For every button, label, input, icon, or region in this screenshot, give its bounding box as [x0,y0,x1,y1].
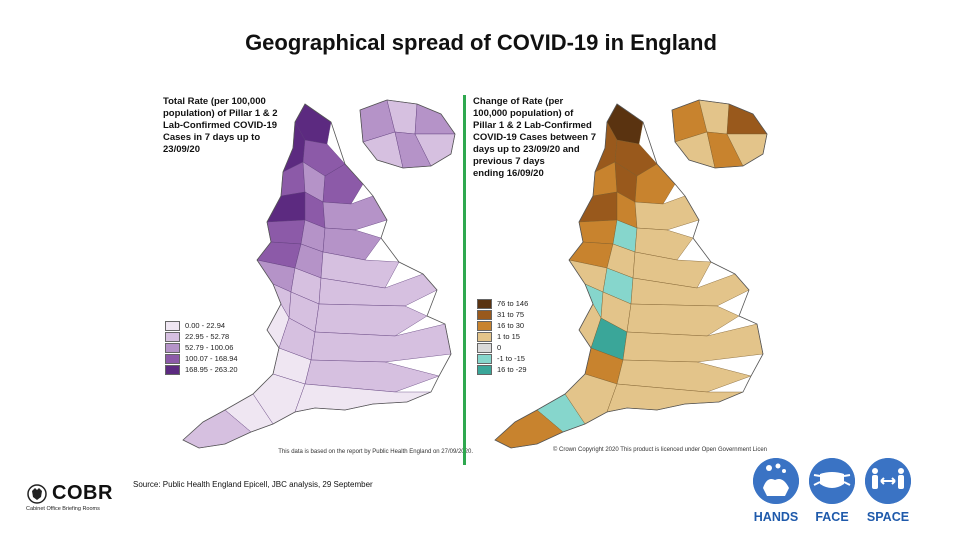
legend-label: 0 [497,343,502,352]
legend-swatch [165,353,180,364]
london-inset [359,99,456,169]
hfs-label: FACE [815,510,849,524]
cobr-name: COBR [52,482,113,504]
map-region [634,227,694,261]
map-region [314,303,428,337]
legend-item: 100.07 - 168.94 [165,353,238,364]
map-region [578,191,618,223]
page-title: Geographical spread of COVID-19 in Engla… [245,30,717,55]
legend-label: 52.79 - 100.06 [185,343,234,352]
source-note: Source: Public Health England Epicell, J… [133,480,373,489]
legend-item: 0.00 - 22.94 [165,320,238,331]
hfs-label: SPACE [866,510,910,524]
footnote: This data is based on the report by Publ… [278,449,473,455]
legend-swatch [477,342,492,353]
london-inset [671,99,768,169]
map-region [632,251,712,289]
map-region [414,103,456,135]
legend-label: 76 to 146 [497,299,529,308]
hands-icon [753,458,799,504]
legend-item: 76 to 146 [477,298,528,309]
legend-item: 0 [477,342,528,353]
legend-label: 16 to -29 [497,365,527,374]
legend-title: Change of Rate (per 100,000 population) … [473,96,597,179]
legend-swatch [477,320,492,331]
hfs-face: FACE [808,458,856,524]
hands-face-space: HANDS FACE SPACE [752,458,912,524]
map-region [322,163,364,205]
legend-label: 0.00 - 22.94 [185,321,226,330]
england-map-total-rate [182,99,456,449]
hfs-hands: HANDS [752,458,800,524]
legend-label: -1 to -15 [497,354,525,363]
legend-item: -1 to -15 [477,353,528,364]
face-mask-icon [809,458,855,504]
map-region [626,303,740,337]
legend: 76 to 146 31 to 75 16 to 30 1 to 15 0 -1 to -… [477,298,528,375]
map-region [322,227,382,261]
england-outline [182,103,452,449]
space-icon [865,458,911,504]
legend-title: Total Rate (per 100,000 population) of P… [163,96,278,155]
legend: 0.00 - 22.94 22.95 - 52.78 52.79 - 100.06 1… [165,320,238,375]
footnote: © Crown Copyright 2020 This product is l… [552,447,767,453]
royal-crest-icon [27,483,47,504]
legend-item: 16 to 30 [477,320,528,331]
legend-swatch [477,298,492,309]
map-region [266,219,306,245]
map-region [616,359,752,393]
legend-swatch [165,364,180,375]
change-of-rate-map-panel: Change of Rate (per 100,000 population) … [467,92,797,472]
legend-swatch [477,364,492,375]
legend-label: 16 to 30 [497,321,525,330]
map-region [266,191,306,223]
panel-divider [463,95,466,465]
legend-item: 168.95 - 263.20 [165,364,238,375]
cobr-logo: COBR Cabinet Office Briefing Rooms [26,482,113,512]
hfs-space: SPACE [864,458,912,524]
england-outline [494,103,764,449]
hfs-label: HANDS [753,510,799,524]
legend-item: 22.95 - 52.78 [165,331,238,342]
legend-item: 1 to 15 [477,331,528,342]
legend-item: 16 to -29 [477,364,528,375]
map-region [592,161,618,197]
map-region [304,359,440,393]
legend-label: 100.07 - 168.94 [185,354,238,363]
legend-label: 22.95 - 52.78 [185,332,230,341]
legend-item: 31 to 75 [477,309,528,320]
map-region [320,251,400,289]
legend-swatch [477,353,492,364]
map-region [578,219,618,245]
legend-label: 31 to 75 [497,310,525,319]
map-region [726,103,768,135]
legend-swatch [477,331,492,342]
map-region [280,161,306,197]
cobr-subtitle: Cabinet Office Briefing Rooms [26,506,100,512]
legend-item: 52.79 - 100.06 [165,342,238,353]
legend-swatch [165,342,180,353]
total-rate-map-panel: Total Rate (per 100,000 population) of P… [155,92,485,472]
legend-swatch [165,331,180,342]
england-map-change-of-rate [494,99,768,449]
legend-swatch [477,309,492,320]
legend-label: 168.95 - 263.20 [185,365,238,374]
legend-swatch [165,320,180,331]
legend-label: 1 to 15 [497,332,520,341]
map-region [634,163,676,205]
